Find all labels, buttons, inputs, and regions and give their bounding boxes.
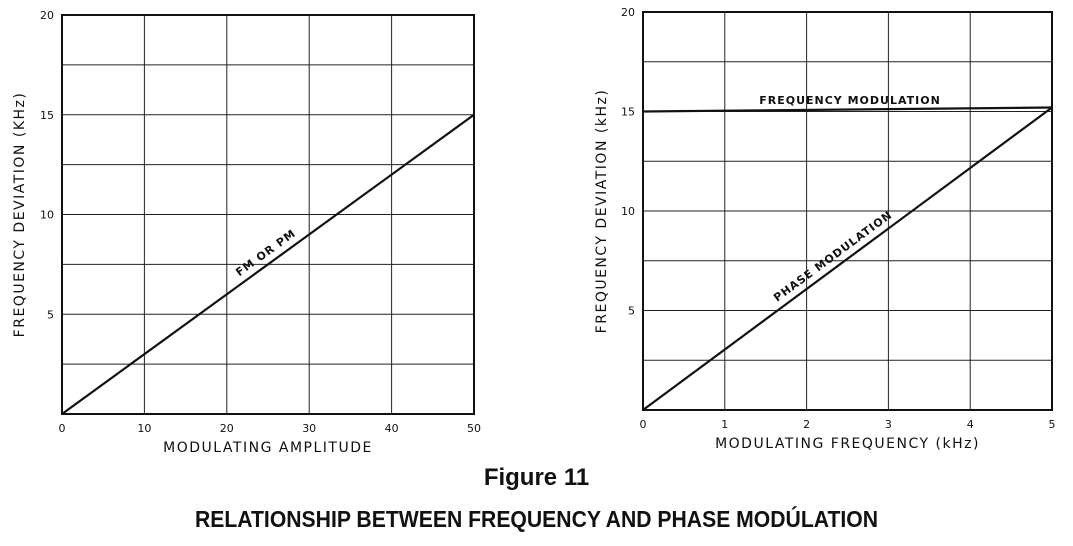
- y-tick-label: 15: [40, 109, 54, 122]
- x-tick-label: 2: [803, 418, 810, 431]
- x-tick-label: 4: [967, 418, 974, 431]
- chart-modulating-amplitude: 0 10 20 30 40 50 5 10 15 20 MODULATING AMPLITUDE FR…: [12, 9, 481, 456]
- chart-modulating-frequency: 0 1 2 3 4 5 5 10 15 20 MODULATING FREQUENCY (kHz) F…: [594, 6, 1056, 452]
- figure-number: Figure 11: [483, 464, 590, 491]
- x-axis-title: MODULATING FREQUENCY (kHz): [715, 436, 980, 452]
- plot-frame: [61, 14, 475, 415]
- series-label: PHASE MODULATION: [771, 208, 895, 304]
- y-tick-label: 20: [40, 9, 54, 22]
- y-axis-title: FREQUENCY DEVIATION (kHz): [594, 89, 610, 334]
- x-tick-label: 10: [137, 422, 151, 435]
- x-tick-label: 30: [302, 422, 316, 435]
- x-tick-label: 5: [1049, 418, 1056, 431]
- y-tick-label: 15: [621, 106, 635, 119]
- series-label: FM OR PM: [233, 227, 298, 279]
- figure-title: RELATIONSHIP BETWEEN FREQUENCY AND PHASE…: [194, 506, 879, 532]
- y-tick-label: 5: [47, 308, 54, 321]
- x-tick-label: 0: [59, 422, 66, 435]
- plot-frame: [642, 11, 1053, 411]
- y-axis-title: FREQUENCY DEVIATION (KHz): [12, 92, 28, 338]
- x-tick-label: 20: [220, 422, 234, 435]
- series-line: [642, 106, 1053, 411]
- series-label: FREQUENCY MODULATION: [759, 94, 941, 107]
- y-tick-label: 5: [628, 305, 635, 318]
- x-tick-label: 1: [721, 418, 728, 431]
- y-tick-label: 10: [40, 209, 54, 222]
- series-line: [61, 113, 475, 415]
- series-line: [642, 106, 1053, 113]
- x-tick-label: 40: [385, 422, 399, 435]
- x-tick-label: 50: [467, 422, 481, 435]
- y-tick-label: 10: [621, 205, 635, 218]
- x-tick-label: 0: [640, 418, 647, 431]
- x-axis-title: MODULATING AMPLITUDE: [163, 440, 373, 456]
- y-tick-label: 20: [621, 6, 635, 19]
- x-tick-label: 3: [885, 418, 892, 431]
